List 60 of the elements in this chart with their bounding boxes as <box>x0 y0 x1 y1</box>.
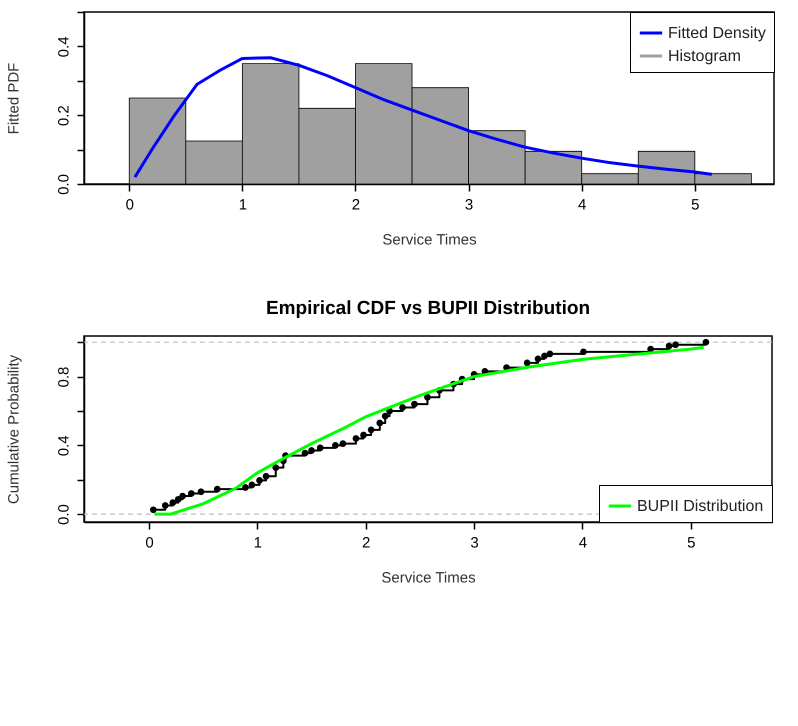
point <box>169 499 176 506</box>
x-tick-label: 4 <box>578 534 588 552</box>
y-axis-title: Cumulative Probability <box>6 354 22 504</box>
x-axis-title: Service Times <box>382 232 477 248</box>
x-tick-label: 2 <box>352 196 360 214</box>
legend-label: Fitted Density <box>668 25 766 42</box>
y-axis-title: Fitted PDF <box>6 62 22 134</box>
point <box>534 356 542 362</box>
point <box>272 464 280 472</box>
x-tick-label: 5 <box>687 534 696 552</box>
point <box>541 352 548 360</box>
point <box>174 496 182 503</box>
point <box>580 348 587 356</box>
point <box>214 486 221 493</box>
y-tick-label: 0.8 <box>56 366 72 388</box>
point <box>399 404 406 411</box>
point <box>262 472 270 480</box>
point <box>162 502 169 509</box>
point <box>150 506 157 514</box>
point <box>316 444 324 452</box>
y-tick-label: 0.0 <box>56 174 72 195</box>
point <box>179 492 186 500</box>
point <box>352 435 360 442</box>
point <box>702 338 710 346</box>
point <box>340 440 346 447</box>
legend-label: Histogram <box>668 48 741 65</box>
point <box>248 482 256 488</box>
point <box>546 350 554 358</box>
x-tick-label: 4 <box>578 196 586 214</box>
point <box>242 484 249 491</box>
x-tick-label: 0 <box>126 196 134 214</box>
x-tick-label: 1 <box>254 534 262 552</box>
point <box>376 420 384 426</box>
chart-title: Empirical CDF vs BUPII Distribution <box>266 298 590 319</box>
point <box>332 442 339 449</box>
point <box>256 477 263 484</box>
x-axis-title: Service Times <box>381 570 476 586</box>
point <box>411 400 418 408</box>
point <box>524 359 530 366</box>
point <box>382 412 389 420</box>
x-tick-label: 1 <box>238 196 248 214</box>
x-tick-label: 3 <box>464 196 474 214</box>
point <box>302 450 308 456</box>
x-tick-label: 3 <box>470 534 479 552</box>
point <box>360 432 367 438</box>
point <box>672 341 679 348</box>
point <box>308 447 315 454</box>
y-tick-label: 0.4 <box>56 36 72 58</box>
x-tick-label: 0 <box>145 534 154 552</box>
y-tick-label: 0.0 <box>56 504 72 526</box>
x-tick-label: 2 <box>362 534 370 552</box>
point <box>666 342 672 350</box>
x-tick-label: 5 <box>691 196 700 214</box>
legend-label: BUPII Distribution <box>637 498 764 515</box>
point <box>198 488 204 496</box>
point <box>368 426 374 434</box>
y-tick-label: 0.4 <box>56 435 72 456</box>
point <box>188 490 195 497</box>
point <box>424 394 431 401</box>
y-tick-label: 0.2 <box>56 105 72 126</box>
